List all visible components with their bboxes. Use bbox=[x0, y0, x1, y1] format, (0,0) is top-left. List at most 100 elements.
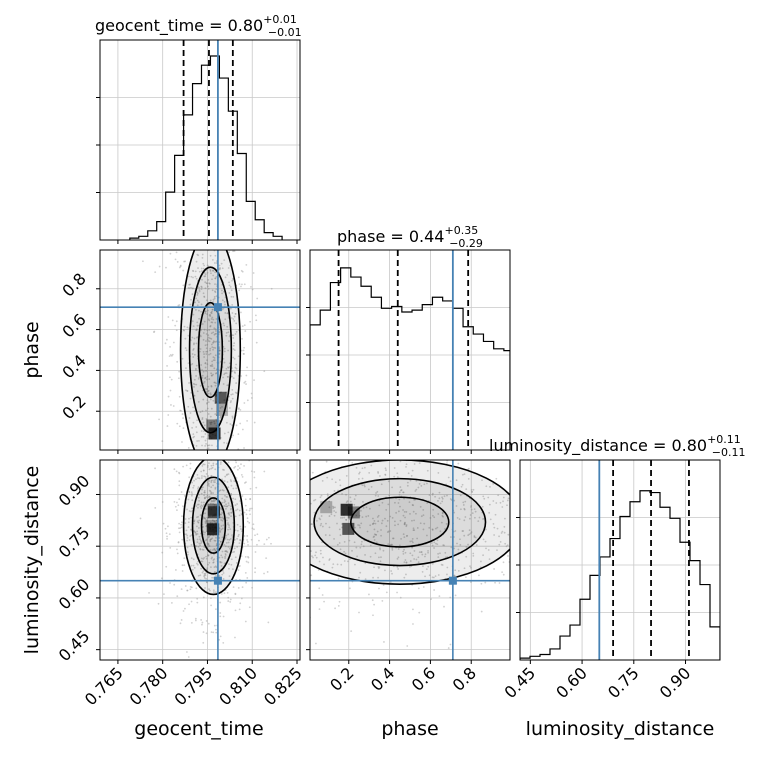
scatter-phase-luminosity-distance-sample-point bbox=[391, 516, 394, 519]
scatter-geocent-time-luminosity-distance-sample-point bbox=[205, 525, 208, 528]
scatter-phase-luminosity-distance-sample-point bbox=[356, 434, 358, 436]
scatter-phase-luminosity-distance-sample-point bbox=[404, 551, 407, 554]
scatter-geocent-time-phase-sample-point bbox=[206, 329, 209, 332]
scatter-geocent-time-phase-sample-point bbox=[237, 193, 239, 195]
scatter-phase-luminosity-distance-sample-point bbox=[315, 642, 317, 645]
scatter-phase-luminosity-distance-sample-point bbox=[515, 529, 517, 531]
scatter-geocent-time-phase-sample-point bbox=[224, 276, 227, 279]
scatter-geocent-time-luminosity-distance-sample-point bbox=[237, 465, 240, 467]
scatter-geocent-time-luminosity-distance-sample-point bbox=[266, 571, 269, 573]
scatter-geocent-time-luminosity-distance-sample-point bbox=[207, 536, 210, 539]
scatter-geocent-time-luminosity-distance-contour-1 bbox=[191, 476, 236, 575]
scatter-phase-luminosity-distance-sample-point bbox=[537, 528, 539, 530]
scatter-phase-luminosity-distance-sample-point bbox=[449, 480, 452, 483]
scatter-geocent-time-phase-sample-point bbox=[192, 270, 195, 272]
scatter-geocent-time-luminosity-distance-sample-point bbox=[249, 513, 251, 516]
scatter-phase-luminosity-distance-sample-point bbox=[488, 503, 491, 506]
scatter-phase-luminosity-distance-sample-point bbox=[314, 554, 317, 557]
scatter-geocent-time-phase-sample-point bbox=[212, 340, 215, 342]
scatter-phase-luminosity-distance-sample-point bbox=[359, 571, 362, 574]
scatter-phase-luminosity-distance-sample-point bbox=[247, 529, 249, 531]
title-geocent-time-err-minus: −0.01 bbox=[268, 26, 302, 39]
scatter-geocent-time-phase-sample-point bbox=[196, 294, 199, 296]
scatter-phase-luminosity-distance-sample-point bbox=[417, 587, 420, 590]
scatter-geocent-time-luminosity-distance-sample-point bbox=[213, 548, 216, 551]
scatter-geocent-time-luminosity-distance-sample-point bbox=[202, 548, 205, 551]
scatter-phase-luminosity-distance-sample-point bbox=[481, 505, 484, 508]
scatter-geocent-time-luminosity-distance-sample-point bbox=[267, 621, 270, 624]
scatter-geocent-time-luminosity-distance-sample-point bbox=[165, 565, 168, 568]
scatter-geocent-time-luminosity-distance-sample-point bbox=[227, 596, 230, 599]
scatter-geocent-time-phase-sample-point bbox=[220, 415, 223, 418]
scatter-phase-luminosity-distance-sample-point bbox=[310, 550, 312, 552]
scatter-phase-luminosity-distance-sample-point bbox=[422, 565, 424, 568]
scatter-phase-luminosity-distance-sample-point bbox=[449, 498, 452, 500]
scatter-geocent-time-phase-sample-point bbox=[223, 300, 226, 303]
scatter-phase-luminosity-distance-sample-point bbox=[488, 558, 491, 561]
scatter-geocent-time-phase-sample-point bbox=[201, 256, 204, 259]
scatter-phase-luminosity-distance-sample-point bbox=[320, 515, 323, 517]
scatter-phase-luminosity-distance-sample-point bbox=[446, 494, 448, 497]
scatter-phase-luminosity-distance-sample-point bbox=[522, 505, 524, 507]
scatter-geocent-time-phase-sample-point bbox=[203, 353, 205, 355]
scatter-geocent-time-luminosity-distance-sample-point bbox=[182, 505, 184, 508]
scatter-phase-luminosity-distance-sample-point bbox=[314, 498, 317, 501]
scatter-geocent-time-phase-sample-point bbox=[189, 397, 192, 400]
scatter-geocent-time-luminosity-distance-xtick-label-2: 0.795 bbox=[170, 663, 216, 709]
scatter-phase-luminosity-distance-sample-point bbox=[377, 556, 380, 559]
scatter-phase-luminosity-distance-sample-point bbox=[415, 558, 418, 561]
scatter-phase-luminosity-distance-sample-point bbox=[566, 521, 568, 523]
scatter-geocent-time-phase-sample-point bbox=[215, 276, 218, 278]
scatter-phase-luminosity-distance-sample-point bbox=[353, 503, 356, 506]
scatter-geocent-time-luminosity-distance-sample-point bbox=[212, 559, 215, 562]
hist-geocent-time-frame bbox=[99, 39, 301, 241]
scatter-phase-luminosity-distance-sample-point bbox=[411, 537, 414, 540]
scatter-geocent-time-phase-sample-point bbox=[197, 267, 199, 269]
scatter-geocent-time-luminosity-distance-sample-point bbox=[212, 561, 215, 564]
scatter-geocent-time-phase-sample-point bbox=[237, 230, 239, 232]
scatter-geocent-time-luminosity-distance-sample-point bbox=[188, 603, 190, 606]
scatter-geocent-time-luminosity-distance-sample-point bbox=[179, 527, 182, 530]
scatter-geocent-time-phase-sample-point bbox=[212, 341, 215, 344]
scatter-geocent-time-luminosity-distance-sample-point bbox=[224, 555, 227, 558]
scatter-geocent-time-luminosity-distance-sample-point bbox=[199, 539, 202, 542]
scatter-geocent-time-phase-sample-point bbox=[226, 325, 229, 328]
scatter-geocent-time-phase-sample-point bbox=[225, 244, 227, 246]
scatter-geocent-time-luminosity-distance-sample-point bbox=[210, 604, 212, 607]
scatter-geocent-time-luminosity-distance-sample-point bbox=[214, 486, 217, 489]
scatter-geocent-time-phase-sample-point bbox=[229, 221, 231, 223]
scatter-phase-luminosity-distance-sample-point bbox=[346, 500, 349, 503]
scatter-phase-luminosity-distance-sample-point bbox=[318, 517, 321, 520]
scatter-geocent-time-phase-sample-point bbox=[232, 434, 234, 437]
scatter-geocent-time-phase-sample-point bbox=[222, 383, 225, 385]
scatter-geocent-time-phase-sample-point bbox=[221, 308, 224, 311]
scatter-phase-luminosity-distance-sample-point bbox=[363, 466, 366, 469]
scatter-geocent-time-luminosity-distance-sample-point bbox=[206, 481, 209, 484]
scatter-phase-luminosity-distance-sample-point bbox=[411, 540, 413, 543]
scatter-geocent-time-phase-sample-point bbox=[170, 404, 172, 406]
hist-luminosity-distance-xtick-label-1: 0.60 bbox=[552, 663, 591, 702]
scatter-geocent-time-luminosity-distance-sample-point bbox=[219, 540, 222, 543]
scatter-phase-luminosity-distance-sample-point bbox=[387, 530, 390, 533]
scatter-geocent-time-phase-sample-point bbox=[199, 411, 202, 414]
scatter-phase-luminosity-distance-sample-point bbox=[397, 568, 399, 570]
scatter-geocent-time-luminosity-distance-sample-point bbox=[190, 534, 193, 537]
scatter-geocent-time-phase-sample-point bbox=[254, 314, 257, 317]
scatter-geocent-time-luminosity-distance-sample-point bbox=[205, 456, 207, 458]
scatter-geocent-time-luminosity-distance-sample-point bbox=[225, 550, 228, 553]
scatter-phase-luminosity-distance-sample-point bbox=[514, 481, 516, 483]
scatter-phase-luminosity-distance-sample-point bbox=[524, 534, 526, 536]
scatter-geocent-time-luminosity-distance-sample-point bbox=[188, 491, 191, 493]
scatter-phase-luminosity-distance-sample-point bbox=[388, 494, 391, 497]
scatter-geocent-time-luminosity-distance-sample-point bbox=[238, 514, 241, 517]
scatter-phase-luminosity-distance-sample-point bbox=[463, 519, 466, 522]
scatter-phase-luminosity-distance-sample-point bbox=[412, 527, 415, 530]
scatter-geocent-time-luminosity-distance-sample-point bbox=[205, 620, 208, 622]
scatter-geocent-time-phase-sample-point bbox=[182, 452, 184, 454]
scatter-geocent-time-luminosity-distance-sample-point bbox=[251, 507, 253, 510]
scatter-phase-luminosity-distance-sample-point bbox=[321, 525, 324, 528]
scatter-geocent-time-luminosity-distance-sample-point bbox=[201, 560, 204, 563]
scatter-geocent-time-luminosity-distance-sample-point bbox=[217, 455, 219, 457]
scatter-phase-luminosity-distance-sample-point bbox=[272, 528, 274, 530]
scatter-geocent-time-luminosity-distance-sample-point bbox=[139, 517, 142, 520]
